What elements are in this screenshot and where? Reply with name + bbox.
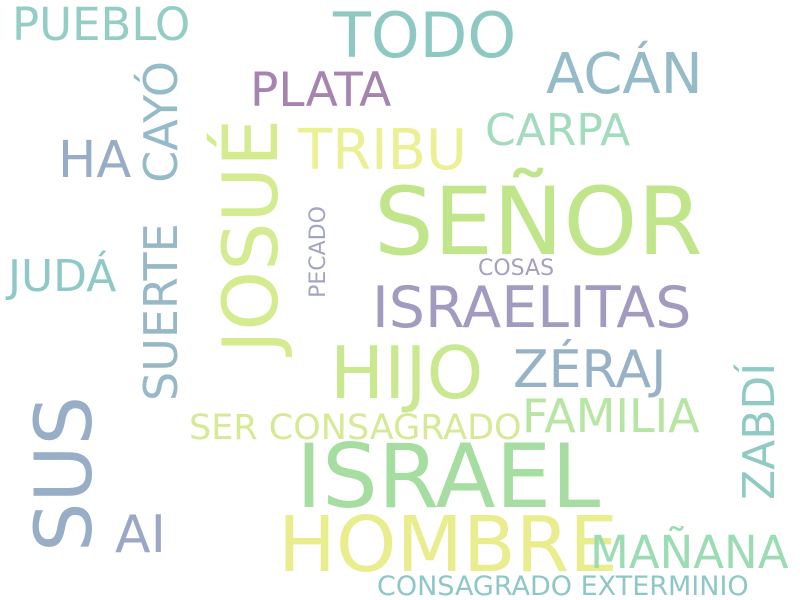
word-israelitas: ISRAELITAS bbox=[372, 275, 692, 341]
word-senor: SEÑOR bbox=[374, 168, 703, 277]
word-manana: MAÑANA bbox=[590, 526, 789, 579]
word-plata: PLATA bbox=[250, 63, 392, 118]
word-zabdi: ZABDÍ bbox=[734, 362, 785, 500]
word-zeraj: ZÉRAJ bbox=[513, 340, 667, 400]
word-sus: SUS bbox=[20, 395, 110, 552]
word-israel: ISRAEL bbox=[296, 425, 601, 528]
word-pueblo: PUEBLO bbox=[12, 0, 191, 51]
word-acan: ACÁN bbox=[546, 42, 703, 107]
word-juda: JUDÁ bbox=[8, 251, 117, 302]
word-ser-consagrado: SER CONSAGRADO bbox=[189, 408, 522, 448]
word-hijo: HIJO bbox=[330, 331, 484, 415]
word-todo: TODO bbox=[333, 0, 517, 72]
word-tribu: TRIBU bbox=[298, 118, 468, 183]
word-josue: JOSUÉ bbox=[206, 118, 295, 353]
word-carpa: CARPA bbox=[485, 105, 631, 156]
word-familia: FAMILIA bbox=[522, 389, 700, 443]
word-consagrado-exterminio: CONSAGRADO EXTERMINIO bbox=[377, 571, 749, 600]
word-cayo: CAYÓ bbox=[134, 61, 188, 183]
word-ai: AI bbox=[115, 505, 166, 565]
word-ha: HA bbox=[58, 131, 132, 190]
word-pecado: PECADO bbox=[306, 206, 331, 298]
word-cosas: COSAS bbox=[478, 256, 555, 281]
word-hombre: HOMBRE bbox=[278, 501, 618, 590]
word-suerte: SUERTE bbox=[134, 223, 188, 401]
